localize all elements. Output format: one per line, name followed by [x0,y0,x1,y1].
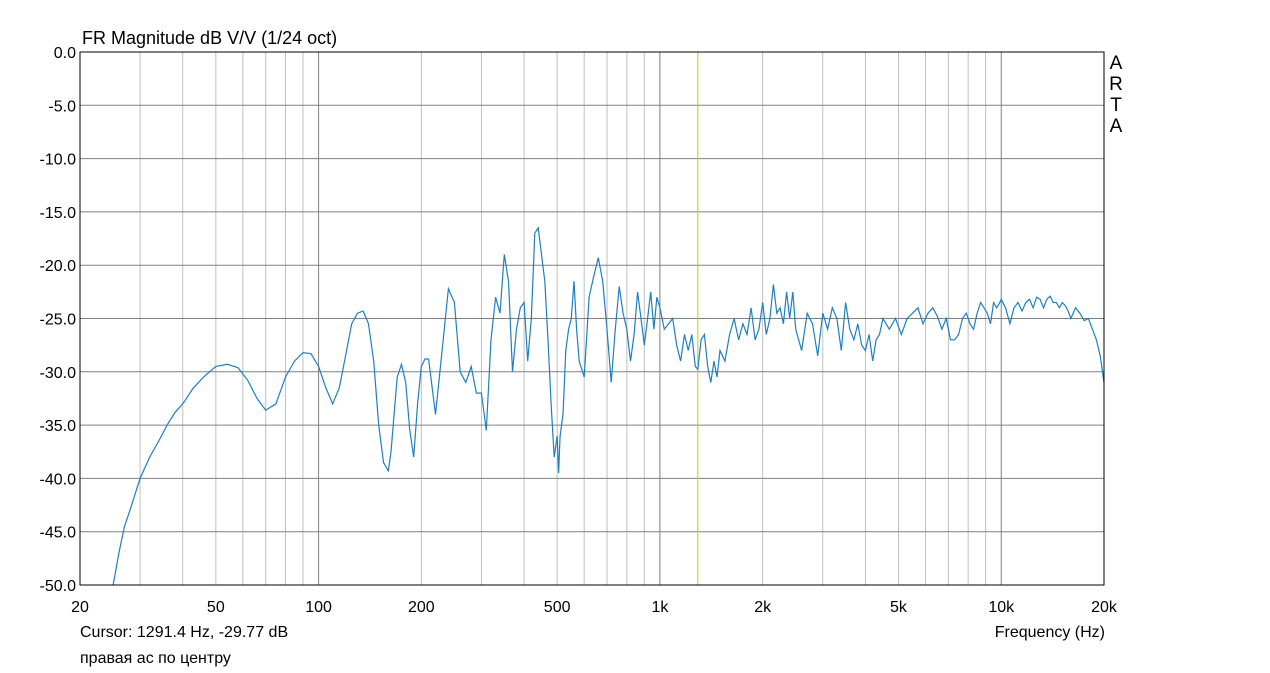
brand-letter: A [1110,53,1123,74]
grid-lines [80,52,1104,585]
plot-frame [79,51,1105,586]
x-tick-label: 100 [305,599,332,616]
y-tick-label: -20.0 [40,258,77,275]
x-tick-label: 2k [754,599,772,616]
x-tick-label: 1k [651,599,669,616]
cursor-readout: Cursor: 1291.4 Hz, -29.77 dB [80,624,289,641]
brand-letter: A [1110,116,1123,137]
chart-caption: правая ас по центру [80,650,231,667]
y-tick-label: -40.0 [40,471,77,488]
y-tick-labels: 0.0 -5.0 -10.0 -15.0 -20.0 -25.0 -30.0 -35.0 -40… [40,45,77,595]
x-tick-label: 20 [71,599,89,616]
y-tick-label: -45.0 [40,525,77,542]
x-tick-label: 5k [890,599,908,616]
x-tick-label: 20k [1091,599,1118,616]
response-trace [112,226,1105,586]
y-tick-label: -30.0 [40,365,77,382]
brand-letter: R [1109,74,1123,95]
x-tick-label: 500 [544,599,571,616]
y-tick-label: -10.0 [40,152,77,169]
y-tick-label: -5.0 [48,98,76,115]
y-tick-label: 0.0 [54,45,76,62]
y-tick-label: -35.0 [40,418,77,435]
x-tick-label: 10k [988,599,1015,616]
x-tick-label: 50 [207,599,225,616]
brand-letter: T [1110,95,1122,116]
y-tick-label: -25.0 [40,312,77,329]
y-tick-label: -50.0 [40,578,77,595]
x-tick-label: 200 [408,599,435,616]
chart-title: FR Magnitude dB V/V (1/24 oct) [82,28,337,48]
x-axis-label: Frequency (Hz) [994,624,1105,641]
y-tick-label: -15.0 [40,205,77,222]
x-tick-labels: 20 50 100 200 500 1k 2k 5k 10k 20k [71,599,1118,616]
